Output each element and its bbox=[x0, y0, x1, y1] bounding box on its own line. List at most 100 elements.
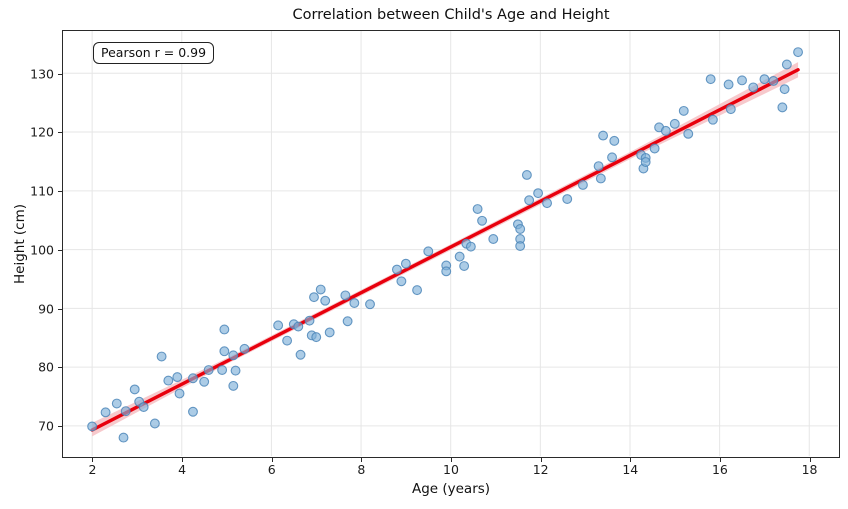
scatter-point bbox=[239, 343, 250, 354]
scatter-point bbox=[282, 335, 293, 346]
scatter-point bbox=[660, 125, 671, 136]
scatter-point bbox=[400, 258, 411, 269]
scatter-point bbox=[228, 350, 239, 361]
scatter-point bbox=[779, 84, 790, 95]
y-tick-label: 120 bbox=[30, 124, 54, 140]
scatter-point bbox=[324, 327, 335, 338]
scatter-point bbox=[748, 82, 759, 93]
scatter-point bbox=[737, 75, 747, 86]
scatter-point bbox=[577, 179, 588, 190]
x-tick-label: 4 bbox=[178, 462, 187, 477]
scatter-point bbox=[465, 241, 476, 252]
x-tick-label: 8 bbox=[357, 462, 366, 477]
scatter-point bbox=[163, 375, 174, 386]
scatter-point bbox=[707, 114, 718, 125]
x-tick-label: 16 bbox=[711, 462, 728, 477]
scatter-point bbox=[315, 284, 326, 295]
chart-title: Correlation between Child's Age and Heig… bbox=[292, 7, 610, 23]
scatter-point bbox=[320, 295, 331, 306]
scatter-point bbox=[118, 432, 129, 443]
scatter-point bbox=[640, 157, 651, 167]
scatter-point bbox=[311, 332, 322, 343]
scatter-point bbox=[217, 365, 228, 375]
scatter-point bbox=[472, 204, 483, 214]
y-tick-mark bbox=[58, 191, 62, 193]
y-tick-mark bbox=[58, 249, 62, 251]
scatter-point bbox=[649, 143, 660, 154]
scatter-point bbox=[203, 365, 214, 375]
x-tick-mark bbox=[361, 458, 363, 462]
scatter-point bbox=[87, 421, 98, 432]
scatter-point bbox=[488, 234, 499, 244]
scatter-point bbox=[340, 290, 351, 301]
scatter-point bbox=[542, 198, 553, 209]
x-axis-label: Age (years) bbox=[411, 481, 491, 497]
y-tick-label: 90 bbox=[38, 301, 54, 317]
y-tick-label: 130 bbox=[30, 66, 54, 82]
scatter-point bbox=[120, 406, 131, 417]
scatter-point bbox=[533, 188, 544, 199]
y-tick-mark bbox=[58, 73, 62, 75]
x-tick-mark bbox=[630, 458, 632, 462]
scatter-point bbox=[669, 118, 680, 129]
scatter-point bbox=[793, 47, 804, 58]
scatter-point bbox=[515, 224, 526, 234]
scatter-point bbox=[759, 74, 770, 85]
y-tick-mark bbox=[58, 367, 62, 369]
y-tick-label: 110 bbox=[30, 183, 54, 199]
x-tick-mark bbox=[182, 458, 184, 462]
scatter-point bbox=[609, 135, 620, 146]
y-axis-label: Height (cm) bbox=[12, 203, 28, 285]
scatter-point bbox=[412, 285, 423, 296]
x-tick-mark bbox=[271, 458, 273, 462]
scatter-point bbox=[683, 128, 694, 139]
y-tick-label: 80 bbox=[38, 359, 54, 375]
scatter-point bbox=[219, 346, 230, 357]
scatter-point bbox=[156, 351, 167, 362]
y-tick-label: 70 bbox=[38, 418, 54, 434]
scatter-point bbox=[781, 59, 792, 70]
scatter-point bbox=[515, 241, 526, 252]
scatter-point bbox=[111, 398, 122, 409]
x-tick-label: 18 bbox=[801, 462, 818, 477]
y-tick-label: 100 bbox=[30, 242, 54, 258]
scatter-point bbox=[365, 299, 375, 310]
x-tick-mark bbox=[719, 458, 721, 462]
y-tick-mark bbox=[58, 132, 62, 134]
x-tick-mark bbox=[451, 458, 452, 462]
scatter-point bbox=[342, 316, 353, 327]
x-tick-mark bbox=[809, 458, 811, 462]
scatter-point bbox=[188, 406, 198, 417]
scatter-point bbox=[293, 321, 304, 332]
scatter-point bbox=[768, 75, 779, 86]
scatter-point bbox=[524, 195, 535, 206]
scatter-point bbox=[705, 74, 716, 85]
scatter-point bbox=[219, 324, 230, 335]
x-tick-label: 10 bbox=[443, 462, 459, 477]
scatter-point bbox=[723, 79, 734, 90]
scatter-point bbox=[423, 246, 434, 257]
scatter-point bbox=[593, 161, 604, 172]
scatter-point bbox=[477, 215, 488, 226]
scatter-point bbox=[459, 261, 470, 271]
scatter-point bbox=[174, 388, 185, 399]
scatter-point bbox=[521, 170, 532, 180]
x-tick-mark bbox=[540, 458, 542, 462]
scatter-point bbox=[777, 102, 788, 113]
scatter-point bbox=[598, 130, 609, 141]
scatter-point bbox=[391, 264, 402, 275]
scatter-point bbox=[295, 349, 306, 360]
scatter-point bbox=[725, 104, 736, 115]
scatter-point bbox=[441, 266, 452, 277]
scatter-point bbox=[199, 376, 210, 387]
plot-area bbox=[62, 30, 840, 458]
scatter-point bbox=[309, 292, 319, 303]
scatter-point bbox=[100, 407, 111, 418]
x-tick-label: 14 bbox=[622, 462, 639, 477]
pearson-annotation: Pearson r = 0.99 bbox=[93, 42, 215, 64]
scatter-point bbox=[172, 372, 183, 383]
x-tick-label: 2 bbox=[88, 462, 97, 477]
scatter-point bbox=[188, 373, 198, 384]
scatter-point bbox=[273, 320, 284, 331]
